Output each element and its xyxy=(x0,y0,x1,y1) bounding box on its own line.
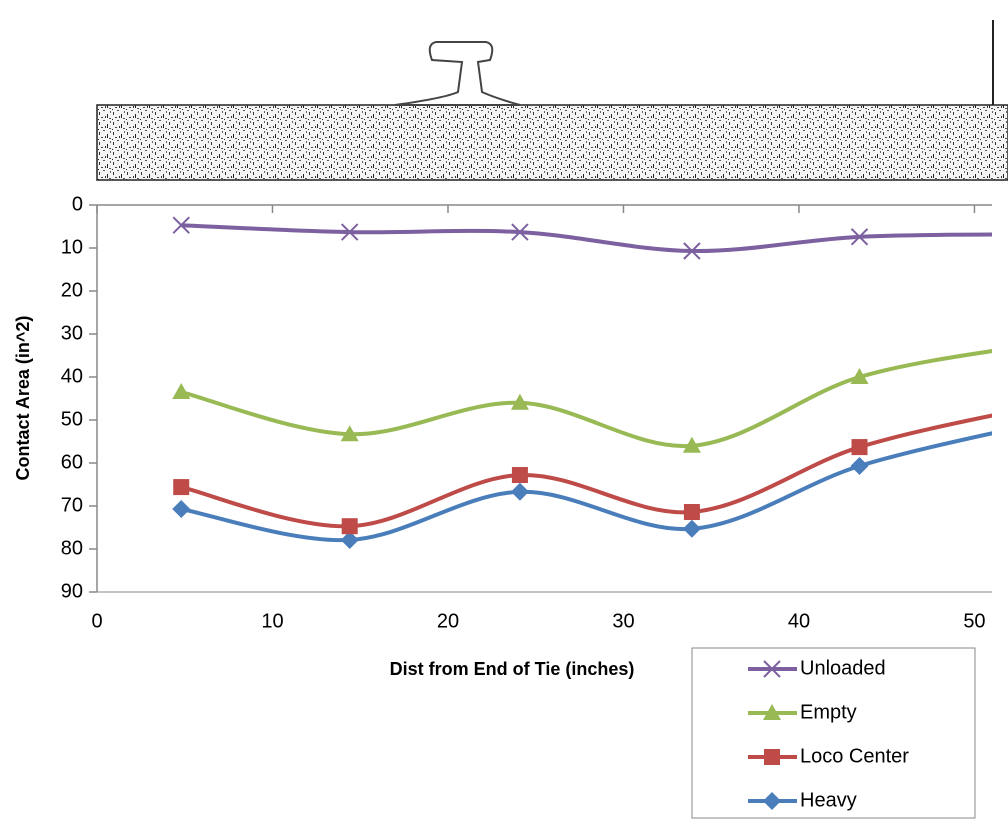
y-tick-label: 60 xyxy=(61,451,83,473)
y-tick-label: 40 xyxy=(61,365,83,387)
y-tick-label: 90 xyxy=(61,580,83,602)
marker xyxy=(172,500,191,519)
x-axis-title: Dist from End of Tie (inches) xyxy=(390,659,635,679)
x-tick-label: 10 xyxy=(261,610,283,632)
marker xyxy=(172,216,190,234)
marker xyxy=(510,393,529,410)
y-tick-label: 0 xyxy=(72,193,83,215)
marker xyxy=(682,519,701,538)
x-tick-label: 20 xyxy=(437,610,459,632)
x-tick-label: 50 xyxy=(963,610,985,632)
marker xyxy=(511,223,529,241)
legend-marker xyxy=(763,704,781,720)
legend-label: Heavy xyxy=(800,789,857,811)
marker xyxy=(340,223,359,241)
legend-label: Unloaded xyxy=(800,657,886,679)
marker xyxy=(341,518,358,535)
marker xyxy=(340,425,359,442)
axes: 0 10 20 30 40 50 60 70 80 90 0 10 20 30 40 50 xyxy=(61,193,992,632)
legend-box xyxy=(691,647,976,819)
legend-marker xyxy=(763,792,781,810)
marker xyxy=(340,530,359,549)
marker xyxy=(850,457,869,476)
y-tick-label: 10 xyxy=(61,236,83,258)
marker xyxy=(172,383,191,400)
series-line xyxy=(180,413,992,529)
marker xyxy=(850,228,869,246)
y-tick-label: 70 xyxy=(61,494,83,516)
y-tick-label: 80 xyxy=(61,537,83,559)
marker xyxy=(510,482,529,501)
legend-label: Empty xyxy=(800,701,857,723)
marker xyxy=(850,368,869,384)
marker xyxy=(511,467,528,484)
marker xyxy=(173,479,190,496)
x-tick-label: 40 xyxy=(788,610,810,632)
series-line xyxy=(181,223,992,254)
y-tick-label: 30 xyxy=(61,322,83,344)
y-tick-label: 20 xyxy=(61,279,83,301)
legend-label: Loco Center xyxy=(800,745,909,767)
legend-marker xyxy=(764,749,780,765)
marker xyxy=(851,439,868,456)
marker xyxy=(683,504,700,521)
series-group xyxy=(172,216,992,549)
y-axis-title: Contact Area (in^2) xyxy=(13,316,33,481)
x-tick-label: 0 xyxy=(91,610,102,632)
marker xyxy=(682,436,701,453)
y-tick-label: 50 xyxy=(61,408,83,430)
marker xyxy=(683,242,701,260)
legend: Unloaded Empty Loco Center Heavy xyxy=(691,647,976,819)
legend-marker xyxy=(763,660,781,678)
x-tick-label: 30 xyxy=(612,610,634,632)
tie-illustration xyxy=(96,20,1008,181)
series-line xyxy=(180,349,992,448)
series-line xyxy=(180,431,992,543)
